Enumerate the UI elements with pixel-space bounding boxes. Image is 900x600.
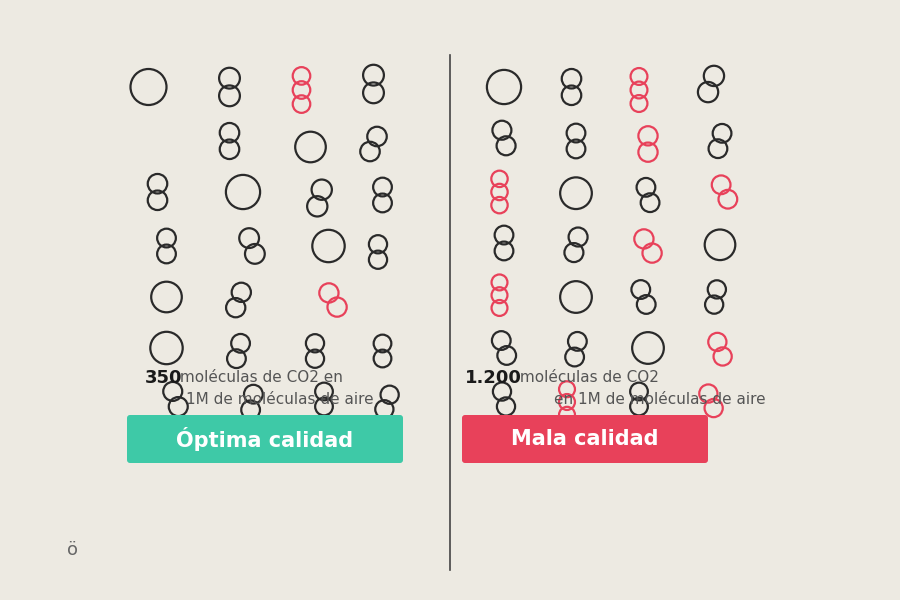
FancyBboxPatch shape [462,415,708,463]
Text: 1M de moléculas de aire: 1M de moléculas de aire [186,392,374,407]
Text: Mala calidad: Mala calidad [511,429,659,449]
Text: moléculas de CO2: moléculas de CO2 [515,370,659,385]
Text: 350: 350 [145,369,183,387]
Text: en 1M de moléculas de aire: en 1M de moléculas de aire [554,392,766,407]
Text: ö: ö [67,541,77,559]
FancyBboxPatch shape [127,415,403,463]
Text: Óptima calidad: Óptima calidad [176,427,354,451]
Text: 1.200: 1.200 [465,369,522,387]
Text: moléculas de CO2 en: moléculas de CO2 en [175,370,343,385]
